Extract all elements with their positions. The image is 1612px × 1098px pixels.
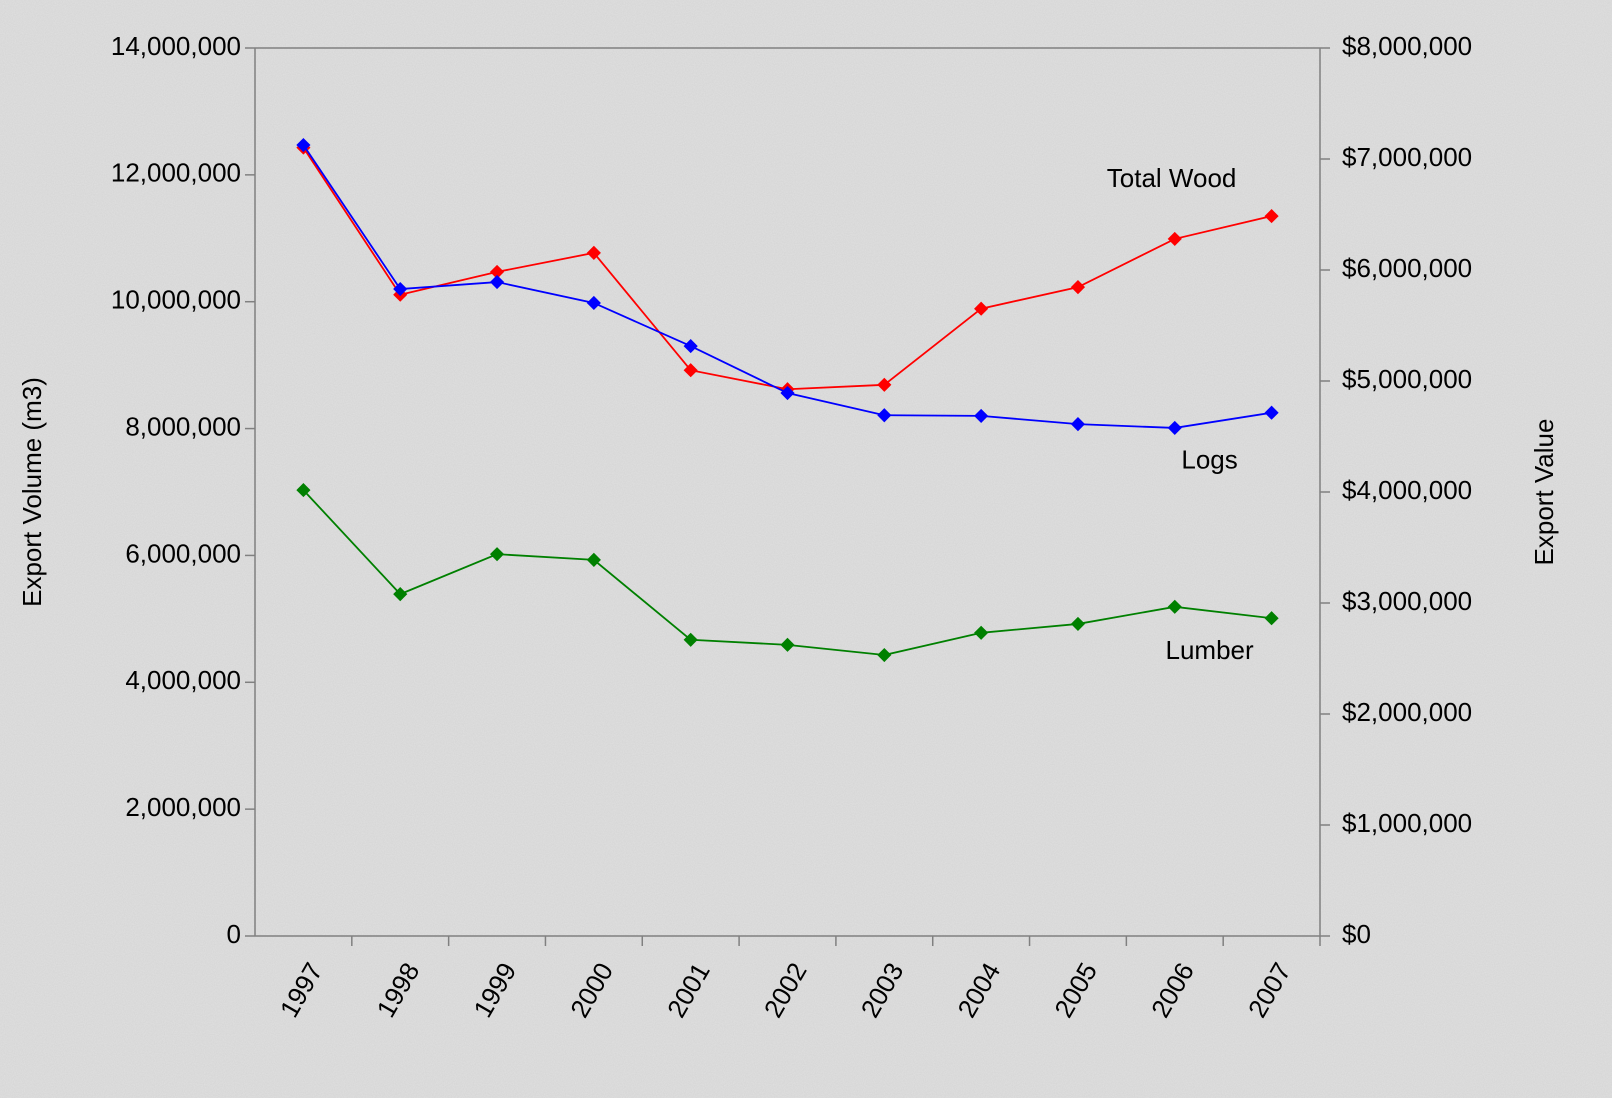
data-point [1070, 417, 1086, 432]
data-point [974, 301, 989, 316]
y2-tick-label: $6,000,000 [1342, 253, 1472, 283]
y2-tick-label: $1,000,000 [1342, 808, 1472, 838]
data-point [877, 647, 892, 663]
y-axis-title: Export Volume (m3) [17, 377, 47, 607]
data-point [393, 281, 408, 297]
y2-tick-label: $2,000,000 [1342, 697, 1472, 727]
y-tick-label: 8,000,000 [125, 411, 241, 441]
data-point [1264, 405, 1279, 420]
data-point [586, 245, 601, 260]
y-tick-label: 14,000,000 [111, 31, 241, 61]
data-point [1167, 231, 1182, 246]
y2-axis-title: Export Value [1529, 419, 1559, 566]
series-label: Lumber [1166, 635, 1254, 665]
data-point [489, 264, 505, 279]
data-point [683, 632, 698, 647]
data-point [489, 547, 505, 562]
data-point [1167, 599, 1182, 614]
y-tick-label: 0 [227, 919, 241, 949]
y2-tick-label: $8,000,000 [1342, 31, 1472, 61]
data-point [586, 552, 601, 567]
data-point [1070, 616, 1086, 632]
data-point [877, 377, 892, 392]
y-tick-label: 10,000,000 [111, 285, 241, 315]
data-point [586, 295, 601, 311]
data-point [1167, 420, 1182, 436]
data-point [877, 408, 892, 423]
data-point [1070, 280, 1086, 295]
data-point [393, 587, 408, 602]
data-point [974, 625, 989, 640]
y2-tick-label: $0 [1342, 919, 1371, 949]
y-tick-label: 4,000,000 [125, 665, 241, 695]
y-tick-label: 6,000,000 [125, 538, 241, 568]
y-tick-label: 12,000,000 [111, 158, 241, 188]
data-point [780, 637, 795, 652]
y2-tick-label: $3,000,000 [1342, 586, 1472, 616]
data-point [296, 137, 311, 153]
data-point [683, 363, 698, 378]
data-point [974, 408, 989, 423]
data-point [683, 339, 698, 354]
data-point [296, 483, 311, 498]
y-tick-label: 2,000,000 [125, 792, 241, 822]
y2-tick-label: $5,000,000 [1342, 364, 1472, 394]
data-point [489, 274, 505, 290]
series-label: Total Wood [1107, 163, 1237, 193]
y2-tick-label: $7,000,000 [1342, 142, 1472, 172]
data-point [780, 385, 795, 401]
data-point [1264, 209, 1279, 224]
y2-tick-label: $4,000,000 [1342, 475, 1472, 505]
series-label: Logs [1181, 445, 1237, 475]
data-point [1264, 611, 1279, 626]
